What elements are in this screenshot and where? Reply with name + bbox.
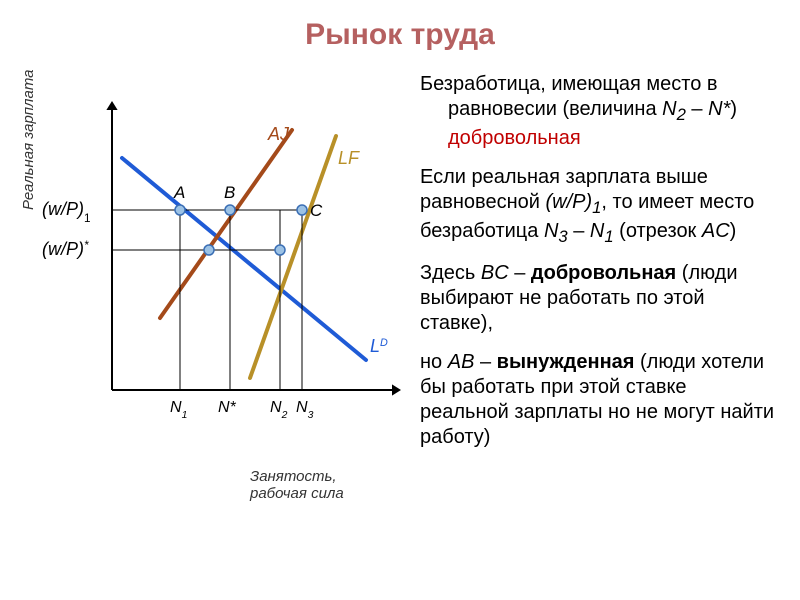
svg-text:LF: LF [338, 148, 360, 168]
x-axis-label: Занятость, рабочая сила [250, 468, 344, 503]
paragraph-2: Если реальная зарплата выше равновесной … [420, 165, 780, 248]
svg-text:AJ: AJ [267, 124, 290, 144]
labor-market-diagram: AJ LF LD A B C (w/P)1 (w/P)* N1 N* N2 N3 [40, 80, 420, 440]
chart: Реальная зарплата AJLFLDABC(w/P)1(w/P)*N… [40, 80, 420, 510]
explanation-text: Безработица, имеющая место в равновесии … [420, 72, 780, 464]
svg-text:C: C [310, 201, 323, 220]
y-axis-label: Реальная зарплата [20, 69, 37, 210]
svg-text:N1: N1 [170, 399, 187, 421]
paragraph-1: Безработица, имеющая место в равновесии … [420, 72, 780, 151]
svg-text:LD: LD [370, 336, 388, 356]
svg-text:B: B [224, 183, 235, 202]
svg-text:(w/P)1: (w/P)1 [42, 199, 91, 225]
svg-text:N*: N* [218, 399, 237, 416]
paragraph-3: Здесь BC – добровольная (люди выбирают н… [420, 261, 780, 336]
svg-text:(w/P)*: (w/P)* [42, 239, 89, 260]
page-title: Рынок труда [0, 18, 800, 52]
svg-text:A: A [173, 183, 185, 202]
paragraph-4: но AB – вынужденная (люди хотели бы рабо… [420, 350, 780, 450]
svg-text:N3: N3 [296, 399, 314, 421]
svg-text:N2: N2 [270, 399, 288, 421]
